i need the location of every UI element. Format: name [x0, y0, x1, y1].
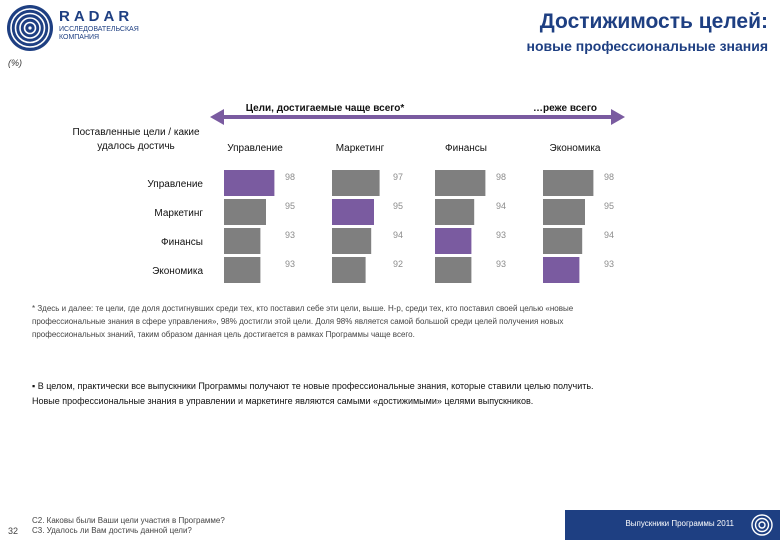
- column-header: Экономика: [550, 143, 601, 154]
- page-number: 32: [8, 526, 19, 536]
- arrow-left-icon: [210, 109, 224, 125]
- bar: [435, 228, 472, 254]
- row-label: Экономика: [152, 266, 203, 277]
- bar-value-label: 95: [604, 201, 614, 211]
- bar: [543, 257, 580, 283]
- radar-mark-icon: [751, 514, 773, 536]
- unit-label: (%): [8, 58, 22, 68]
- footer-caption: Выпускники Программы 2011: [625, 519, 734, 528]
- bar: [332, 228, 372, 254]
- bar-value-label: 93: [604, 259, 614, 269]
- bar-value-label: 97: [393, 172, 403, 182]
- bar: [224, 199, 266, 225]
- bar: [543, 228, 583, 254]
- bar-value-label: 94: [496, 201, 506, 211]
- bar-value-label: 94: [604, 230, 614, 240]
- survey-question: С3. Удалось ли Вам достичь данной цели?: [32, 526, 192, 535]
- footer-bar: Выпускники Программы 2011: [565, 510, 780, 540]
- footnote-line: профессиональные знания в сфере управлен…: [32, 317, 564, 326]
- bar-value-label: 95: [285, 201, 295, 211]
- bar: [224, 170, 275, 196]
- radar-logo-icon: [7, 5, 53, 51]
- bar-value-label: 98: [604, 172, 614, 182]
- survey-questions: С2. Каковы были Ваши цели участия в Прог…: [32, 516, 225, 536]
- row-label: Управление: [147, 179, 203, 190]
- column-header: Управление: [227, 143, 283, 154]
- summary-line: ▪ В целом, практически все выпускники Пр…: [32, 381, 594, 391]
- bar-value-label: 95: [393, 201, 403, 211]
- summary-text: ▪ В целом, практически все выпускники Пр…: [32, 379, 732, 409]
- bar-value-label: 93: [496, 259, 506, 269]
- row-label: Финансы: [161, 237, 203, 248]
- bar-value-label: 93: [285, 259, 295, 269]
- bar-value-label: 94: [393, 230, 403, 240]
- bar: [224, 228, 261, 254]
- footnote-line: * Здесь и далее: те цели, где доля дости…: [32, 304, 574, 313]
- footnote: * Здесь и далее: те цели, где доля дости…: [32, 302, 722, 341]
- arrow-right-icon: [611, 109, 625, 125]
- column-header: Финансы: [445, 143, 487, 154]
- bar: [435, 170, 486, 196]
- bar: [543, 199, 585, 225]
- bar: [332, 257, 366, 283]
- bar: [224, 257, 261, 283]
- row-header-label: Поставленные цели / какие удалось достич…: [72, 127, 200, 152]
- footnote-line: профессиональных знаний, таким образом д…: [32, 330, 415, 339]
- column-header: Маркетинг: [336, 143, 385, 154]
- bar: [543, 170, 594, 196]
- row-label: Маркетинг: [154, 208, 203, 219]
- page-title: Достижимость целей:: [539, 10, 768, 33]
- bar: [332, 170, 380, 196]
- brand-name: RADAR: [59, 8, 134, 25]
- bar: [435, 257, 472, 283]
- achievement-chart: Цели, достигаемые чаще всего* …реже всего…: [147, 103, 625, 283]
- brand-subtitle: ИССЛЕДОВАТЕЛЬСКАЯ КОМПАНИЯ: [59, 26, 139, 41]
- frequency-label-least: …реже всего: [533, 103, 597, 114]
- bar-value-label: 92: [393, 259, 403, 269]
- bar-value-label: 93: [285, 230, 295, 240]
- survey-question: С2. Каковы были Ваши цели участия в Прог…: [32, 516, 225, 525]
- bar: [332, 199, 374, 225]
- bar: [435, 199, 475, 225]
- frequency-label-most: Цели, достигаемые чаще всего*: [246, 103, 405, 114]
- bar-value-label: 98: [496, 172, 506, 182]
- bar-value-label: 93: [496, 230, 506, 240]
- page-subtitle: новые профессиональные знания: [526, 38, 768, 54]
- summary-line: Новые профессиональные знания в управлен…: [32, 396, 534, 406]
- bar-value-label: 98: [285, 172, 295, 182]
